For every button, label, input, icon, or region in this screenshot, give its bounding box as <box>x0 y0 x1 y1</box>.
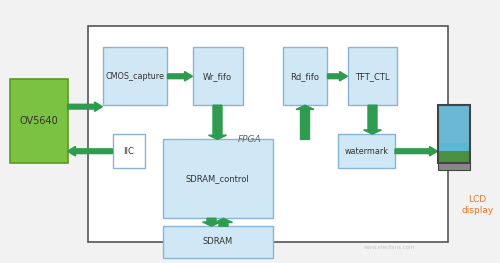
FancyArrow shape <box>214 218 232 226</box>
FancyArrow shape <box>395 146 438 156</box>
FancyBboxPatch shape <box>162 139 272 218</box>
Text: TFT_CTL: TFT_CTL <box>355 72 390 81</box>
FancyArrow shape <box>68 146 112 156</box>
FancyArrow shape <box>296 105 314 139</box>
Text: LCD
display: LCD display <box>462 195 494 215</box>
Text: watermark: watermark <box>344 147 388 156</box>
Text: SDRAM_control: SDRAM_control <box>186 174 250 183</box>
Text: FPGA: FPGA <box>238 135 262 144</box>
FancyArrow shape <box>68 102 102 112</box>
FancyBboxPatch shape <box>338 134 395 168</box>
Text: www.elecfans.com: www.elecfans.com <box>364 245 416 250</box>
FancyArrow shape <box>328 72 347 81</box>
FancyBboxPatch shape <box>438 143 470 151</box>
FancyBboxPatch shape <box>438 143 470 163</box>
FancyBboxPatch shape <box>102 47 168 105</box>
FancyArrow shape <box>364 105 382 134</box>
Text: Rd_fifo: Rd_fifo <box>290 72 320 81</box>
FancyArrow shape <box>168 72 192 81</box>
FancyBboxPatch shape <box>348 47 398 105</box>
Text: OV5640: OV5640 <box>20 116 58 126</box>
Text: CMOS_capture: CMOS_capture <box>106 72 164 81</box>
Text: Wr_fifo: Wr_fifo <box>203 72 232 81</box>
FancyArrow shape <box>208 105 226 139</box>
Text: SDRAM: SDRAM <box>202 237 232 246</box>
FancyBboxPatch shape <box>88 26 448 242</box>
FancyBboxPatch shape <box>192 47 242 105</box>
FancyBboxPatch shape <box>438 163 470 170</box>
FancyBboxPatch shape <box>112 134 145 168</box>
FancyBboxPatch shape <box>282 47 328 105</box>
FancyBboxPatch shape <box>438 105 470 143</box>
FancyArrow shape <box>202 218 220 226</box>
Text: IIC: IIC <box>124 147 134 156</box>
FancyBboxPatch shape <box>10 79 68 163</box>
FancyBboxPatch shape <box>162 226 272 258</box>
